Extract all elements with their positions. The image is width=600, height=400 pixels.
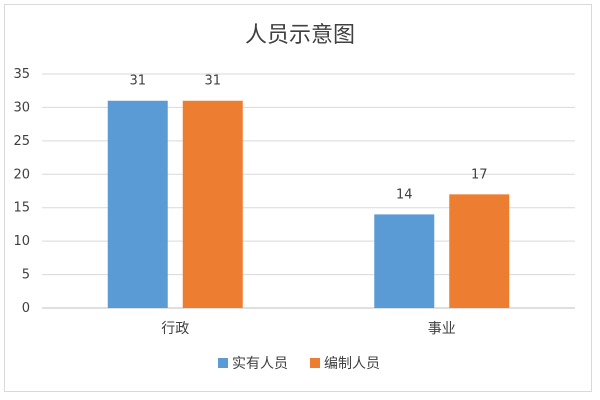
- bars: [107, 100, 510, 308]
- data-label: 31: [129, 74, 146, 89]
- y-axis-ticks: 0 5 10 15 20 25 30 35: [13, 67, 30, 316]
- x-category-label: 行政: [161, 321, 189, 337]
- legend: 实有人员 编制人员: [218, 356, 380, 372]
- legend-label: 编制人员: [324, 356, 380, 372]
- bar: [107, 100, 168, 308]
- y-tick-label: 25: [13, 134, 30, 149]
- y-tick-label: 10: [13, 234, 30, 249]
- legend-swatch: [310, 358, 320, 368]
- y-tick-label: 5: [22, 268, 30, 283]
- data-label: 17: [471, 167, 488, 182]
- y-tick-label: 0: [22, 301, 30, 316]
- data-label: 31: [204, 74, 221, 89]
- legend-label: 实有人员: [232, 356, 288, 372]
- bar: [449, 194, 510, 308]
- data-label: 14: [396, 187, 413, 202]
- y-tick-label: 20: [13, 167, 30, 182]
- data-labels: 31 31 14 17: [129, 74, 487, 203]
- legend-swatch: [218, 358, 228, 368]
- bar: [182, 100, 243, 308]
- y-tick-label: 15: [13, 201, 30, 216]
- y-tick-label: 35: [13, 67, 30, 82]
- bar: [374, 214, 435, 308]
- y-tick-label: 30: [13, 100, 30, 115]
- chart-title: 人员示意图: [245, 23, 355, 48]
- x-axis-categories: 行政 事业: [161, 321, 456, 337]
- x-category-label: 事业: [428, 321, 456, 337]
